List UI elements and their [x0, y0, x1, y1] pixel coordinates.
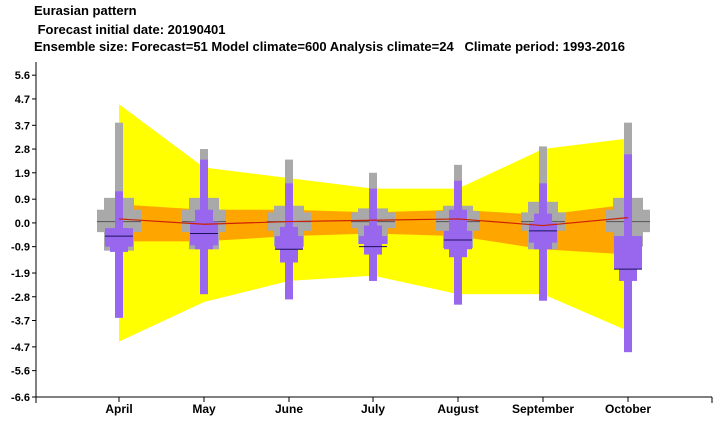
y-tick-label: -4.7: [11, 342, 30, 354]
ensemble-info-label: Ensemble size: Forecast=51 Model climate…: [34, 39, 625, 54]
x-tick-label: June: [275, 402, 303, 416]
forecast-box-inner: [359, 236, 387, 245]
chart-title: Eurasian pattern: [34, 3, 137, 18]
analysis-median-line: [118, 217, 629, 227]
x-tick-label: July: [361, 402, 385, 416]
y-tick-label: 0.9: [15, 194, 30, 206]
forecast-box-inner: [529, 222, 557, 243]
x-tick-label: May: [192, 402, 216, 416]
x-tick-label: October: [605, 402, 651, 416]
forecast-date-label: Forecast initial date: 20190401: [34, 22, 226, 37]
y-tick-label: 1.9: [15, 168, 30, 180]
y-tick-label: 5.6: [15, 70, 30, 82]
x-tick-label: August: [437, 402, 478, 416]
y-tick-label: 2.8: [15, 144, 30, 156]
x-tick-label: September: [512, 402, 574, 416]
y-tick-label: 4.7: [15, 94, 30, 106]
forecast-whisker: [115, 191, 123, 318]
forecast-box-inner: [105, 228, 133, 247]
forecast-box-inner: [614, 236, 642, 270]
y-tick-label: 3.7: [15, 120, 30, 132]
y-tick-label: -1.9: [11, 268, 30, 280]
forecast-box-inner: [275, 236, 303, 250]
y-tick-label: -6.6: [11, 392, 30, 404]
y-tick-label: -5.6: [11, 366, 30, 378]
y-tick-label: 0.0: [15, 218, 30, 230]
x-tick-label: April: [105, 402, 132, 416]
y-tick-label: -0.9: [11, 242, 30, 254]
y-tick-label: -2.8: [11, 292, 30, 304]
y-tick-label: -3.7: [11, 316, 30, 328]
